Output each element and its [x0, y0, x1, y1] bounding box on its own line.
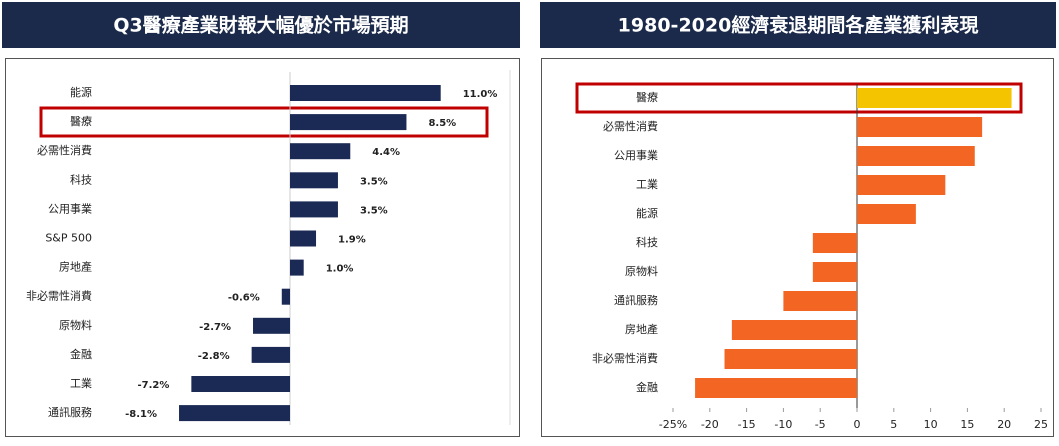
bar	[290, 85, 441, 101]
value-label: -7.2%	[137, 380, 169, 391]
chart-title: 1980-2020經濟衰退期間各產業獲利表現	[618, 14, 979, 37]
x-tick-label: -25%	[659, 418, 687, 431]
bar	[812, 233, 857, 253]
bar	[783, 291, 857, 311]
bar	[857, 117, 983, 137]
category-label: 非必需性消費	[26, 289, 92, 303]
category-label: 科技	[636, 235, 658, 249]
value-label: -2.8%	[198, 351, 230, 362]
bar	[724, 349, 857, 369]
bar	[251, 346, 290, 363]
category-label: 房地產	[59, 260, 92, 274]
category-label: 必需性消費	[37, 143, 92, 157]
x-tick-label: -20	[701, 418, 719, 431]
value-label: -2.7%	[199, 322, 231, 333]
category-label: 工業	[636, 178, 658, 191]
category-label: 公用事業	[614, 149, 658, 162]
x-tick-label: 15	[960, 418, 974, 431]
category-label: 房地產	[625, 322, 658, 336]
bar	[281, 288, 290, 305]
bar	[290, 259, 304, 276]
category-label: 能源	[636, 206, 658, 220]
category-label: 金融	[70, 347, 92, 361]
bar	[812, 262, 857, 282]
category-label: 原物料	[59, 318, 92, 332]
category-label: 能源	[70, 85, 92, 99]
category-label: 原物料	[625, 264, 658, 278]
bar	[290, 114, 407, 131]
bar	[253, 317, 290, 334]
value-label: 4.4%	[372, 147, 400, 158]
value-label: 1.9%	[338, 235, 366, 246]
bar	[290, 230, 317, 247]
category-label: 醫療	[70, 114, 92, 128]
bar	[290, 172, 338, 189]
x-tick-label: -15	[738, 418, 756, 431]
value-label: -8.1%	[125, 409, 157, 420]
category-label: 通訊服務	[48, 405, 92, 419]
x-tick-label: 25	[1034, 418, 1048, 431]
panel-border	[541, 58, 1054, 437]
category-label: 醫療	[636, 90, 658, 104]
x-tick-label: 0	[854, 418, 861, 431]
category-label: 金融	[636, 380, 658, 394]
value-label: 3.5%	[360, 176, 388, 187]
header-bar	[2, 2, 520, 48]
value-label: 1.0%	[326, 264, 354, 275]
bar	[857, 204, 916, 224]
bar	[857, 175, 946, 195]
bar	[857, 88, 1012, 108]
bar	[179, 405, 290, 422]
value-label: -0.6%	[228, 293, 260, 304]
value-label: 8.5%	[428, 118, 456, 129]
x-tick-label: 10	[924, 418, 938, 431]
category-label: 工業	[70, 377, 92, 390]
category-label: 公用事業	[48, 202, 92, 215]
panel-border	[5, 58, 520, 437]
bar	[290, 201, 338, 218]
chart-title: Q3醫療產業財報大幅優於市場預期	[113, 14, 408, 37]
bar	[731, 320, 857, 340]
bar	[290, 143, 351, 160]
x-tick-label: 20	[997, 418, 1011, 431]
category-label: 通訊服務	[614, 293, 658, 307]
bar	[191, 376, 290, 392]
category-label: S&P 500	[45, 232, 92, 245]
bar	[695, 378, 857, 398]
bar	[857, 146, 975, 166]
x-tick-label: 5	[890, 418, 897, 431]
category-label: 科技	[70, 172, 92, 186]
highlight-box	[39, 106, 489, 138]
header-bar	[540, 2, 1056, 48]
highlight-box	[575, 82, 1023, 114]
x-tick-label: -5	[815, 418, 826, 431]
category-label: 非必需性消費	[592, 351, 658, 365]
x-tick-label: -10	[774, 418, 792, 431]
value-label: 3.5%	[360, 205, 388, 216]
category-label: 必需性消費	[603, 119, 658, 133]
value-label: 11.0%	[463, 89, 498, 100]
